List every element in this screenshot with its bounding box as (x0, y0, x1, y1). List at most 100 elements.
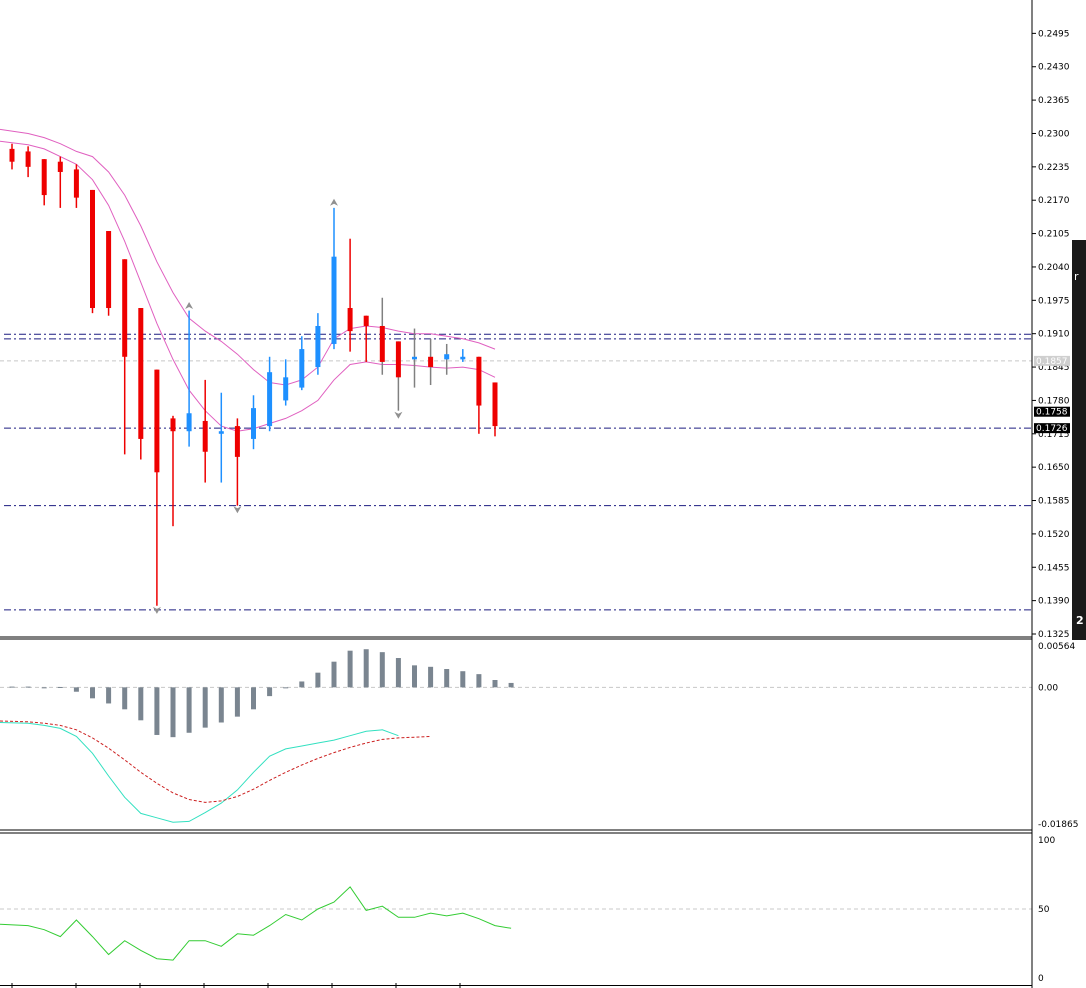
macd-histogram-bar (428, 666, 434, 688)
macd-histogram-bar (154, 687, 160, 735)
macd-histogram-bar (170, 687, 176, 738)
oscillator-axis-label: 50 (1038, 905, 1050, 915)
price-tag-label: 0.1726 (1036, 424, 1068, 434)
macd-histogram-bar (283, 687, 289, 689)
bear-candle-body (347, 308, 353, 332)
price-axis-label: 0.2300 (1038, 129, 1070, 139)
bear-candle-body (57, 161, 63, 172)
bull-candle-body (444, 354, 450, 360)
macd-histogram-bar (106, 687, 112, 704)
macd-axis-label: 0.00 (1038, 683, 1058, 693)
macd-histogram-bar (412, 665, 417, 688)
price-axis-label: 0.2365 (1038, 96, 1070, 106)
edge-strip (1072, 240, 1086, 640)
oscillator-axis-label: 0 (1038, 974, 1044, 984)
oscillator-pane[interactable]: 100 50 0 (0, 836, 1055, 984)
price-tag-box (1034, 406, 1070, 417)
price-axis-label: 0.2495 (1038, 29, 1070, 39)
bull-candle-body (460, 356, 466, 360)
oscillator-line (0, 886, 512, 961)
macd-histogram-bar (492, 680, 498, 688)
price-axis-label: 0.2235 (1038, 163, 1070, 173)
macd-histogram-bar (363, 649, 369, 688)
oscillator-axis-label: 100 (1038, 836, 1055, 846)
price-tag-box (1034, 355, 1070, 366)
price-axis-label: 0.2170 (1038, 196, 1070, 206)
macd-histogram-bar (25, 686, 31, 688)
macd-histogram-bar (476, 674, 482, 688)
macd-histogram-bar (251, 687, 256, 710)
macd-pane[interactable]: 0.00564 0.00 -0.01865 (0, 642, 1078, 830)
envelope-upper-line (0, 128, 496, 386)
fractal-down-arrow (394, 411, 403, 419)
bear-candle-body (492, 382, 498, 427)
price-axis-label: 0.1715 (1038, 430, 1070, 440)
macd-histogram-bar (234, 687, 240, 717)
bear-candle-body (476, 356, 482, 406)
price-tag-label: 0.1758 (1036, 408, 1068, 418)
macd-histogram-bar (331, 661, 337, 688)
bull-candle-body (315, 325, 321, 368)
fractal-down-arrow (233, 506, 242, 514)
price-axis-label: 0.1325 (1038, 630, 1070, 640)
macd-histogram-bar (379, 652, 385, 688)
bear-candle-body (73, 169, 79, 198)
bear-candle-body (25, 151, 31, 167)
macd-histogram-bar (202, 687, 208, 728)
bear-candle-body (395, 341, 401, 378)
bull-candle-body (251, 408, 256, 439)
edge-label: 2 (1076, 614, 1084, 627)
macd-histogram-bar (347, 650, 353, 688)
macd-main-line (0, 722, 399, 823)
price-axis-label: 0.2040 (1038, 263, 1070, 273)
price-pane[interactable]: 0.2495 0.2430 0.2365 0.2300 0.2235 0.2170 0.21… (0, 29, 1070, 640)
price-axis-label: 0.1390 (1038, 597, 1070, 607)
bear-candle-body (202, 420, 208, 452)
fractal-down-arrow (152, 606, 161, 614)
bull-candle-body (412, 356, 417, 360)
bear-candle-body (138, 308, 144, 439)
bear-candle-body (154, 369, 160, 473)
bear-candle-body (90, 189, 95, 309)
chart-frame (0, 0, 1033, 988)
price-axis-label: 0.2105 (1038, 230, 1070, 240)
price-axis-label: 0.1780 (1038, 396, 1070, 406)
macd-histogram-bar (186, 687, 192, 733)
bear-candle-body (428, 356, 434, 368)
macd-histogram-bar (299, 681, 305, 688)
price-axis-label: 0.1845 (1038, 363, 1070, 373)
bull-candle-body (267, 372, 273, 427)
bull-candle-body (283, 377, 289, 401)
macd-histogram-bar (315, 672, 321, 688)
price-tag-box (1034, 423, 1070, 434)
bull-candle-body (299, 349, 305, 388)
right-edge-strip: r2 (1072, 240, 1086, 640)
macd-histogram-bar (122, 687, 128, 710)
price-axis-label: 0.1650 (1038, 463, 1070, 473)
bear-candle-body (363, 315, 369, 326)
price-axis-label: 0.1520 (1038, 530, 1070, 540)
fractal-up-arrow (185, 301, 194, 309)
bull-candle-body (186, 413, 192, 432)
macd-histogram-bar (57, 686, 63, 688)
macd-histogram-bar (41, 687, 47, 689)
price-tag-label: 0.1857 (1036, 357, 1068, 367)
price-axis-label: 0.1975 (1038, 296, 1070, 306)
macd-histogram-bar (9, 686, 15, 688)
bear-candle-body (9, 148, 15, 162)
macd-histogram-bar (267, 687, 273, 697)
price-axis-label: 0.1585 (1038, 497, 1070, 507)
bull-candle-body (218, 431, 224, 434)
price-axis-label: 0.1455 (1038, 563, 1070, 573)
edge-label: r (1074, 270, 1079, 283)
bear-candle-body (106, 231, 112, 309)
macd-histogram-bar (395, 658, 401, 688)
bear-candle-body (122, 259, 128, 357)
macd-histogram-bar (138, 687, 144, 721)
price-axis-label: 0.2430 (1038, 63, 1070, 73)
bear-candle-body (234, 426, 240, 457)
macd-histogram-bar (218, 687, 224, 723)
macd-axis-label: 0.00564 (1038, 642, 1075, 652)
macd-histogram-bar (73, 687, 79, 692)
